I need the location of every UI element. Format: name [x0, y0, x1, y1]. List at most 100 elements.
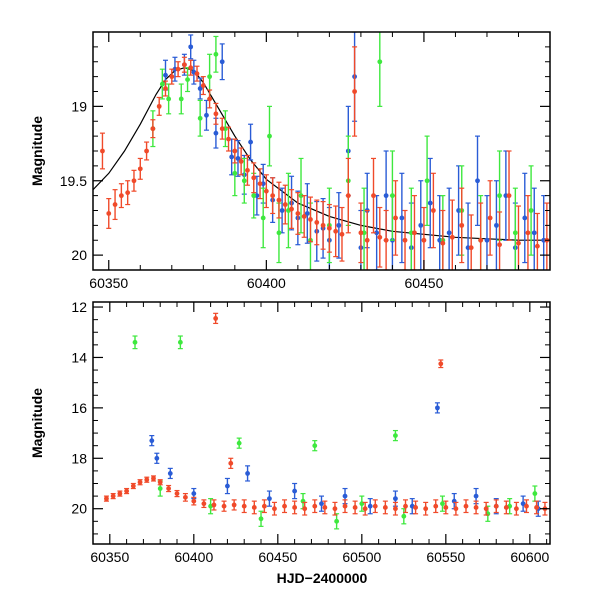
top-point: [345, 157, 351, 234]
top-y-tick-label: 19.5: [60, 173, 87, 189]
top-point: [118, 183, 124, 209]
bottom-point: [312, 440, 318, 452]
bottom-point: [292, 500, 298, 515]
top-point: [241, 157, 247, 204]
bottom-point: [334, 513, 340, 530]
top-point: [137, 157, 143, 180]
top-point: [229, 138, 235, 176]
bottom-y-axis-label: Magnitude: [29, 388, 45, 458]
top-point: [213, 102, 219, 125]
bottom-plot-area: [103, 312, 548, 530]
top-point: [339, 206, 345, 262]
top-x-tick-label: 60350: [89, 275, 128, 291]
top-point: [244, 154, 250, 186]
bottom-point: [302, 501, 308, 516]
top-point: [475, 135, 481, 226]
top-point: [279, 187, 285, 234]
bottom-point: [322, 500, 328, 515]
bottom-point: [438, 359, 444, 369]
bottom-point: [182, 492, 188, 502]
top-point: [226, 126, 232, 152]
top-point: [336, 192, 342, 259]
top-point: [219, 43, 225, 81]
top-point: [295, 192, 301, 235]
bottom-point: [513, 501, 519, 516]
top-point: [150, 119, 156, 139]
bottom-point: [132, 335, 138, 350]
bottom-x-tick-label: 60400: [174, 549, 213, 565]
top-panel-frame: [92, 31, 551, 271]
bottom-point: [130, 482, 136, 490]
top-point: [364, 209, 370, 270]
top-point: [418, 180, 424, 270]
top-point: [487, 180, 493, 256]
bottom-x-tick-label: 60600: [510, 549, 549, 565]
top-y-axis-label: Magnitude: [29, 116, 45, 186]
bottom-point: [167, 467, 173, 480]
top-point: [411, 195, 417, 270]
bottom-x-tick-label: 60500: [342, 549, 381, 565]
bottom-panel-frame: [92, 301, 551, 545]
top-point: [263, 174, 269, 209]
bottom-point: [251, 500, 257, 515]
top-point: [235, 139, 241, 177]
top-model-curve: [93, 67, 550, 241]
bottom-point: [236, 437, 242, 449]
top-point: [307, 196, 313, 243]
top-point: [197, 99, 203, 137]
top-point: [282, 184, 288, 225]
top-point: [449, 199, 455, 270]
bottom-point: [144, 476, 150, 483]
top-point: [169, 68, 175, 85]
bottom-point: [282, 499, 288, 514]
top-y-tick-label: 19: [71, 98, 87, 114]
top-point: [270, 177, 276, 215]
bottom-point: [292, 482, 298, 500]
bottom-point: [332, 501, 338, 516]
bottom-point: [443, 500, 449, 515]
bottom-point: [149, 435, 155, 447]
top-point: [497, 211, 503, 270]
top-point: [402, 209, 408, 270]
bottom-point: [241, 499, 247, 514]
top-point: [257, 168, 263, 200]
top-point: [371, 157, 377, 234]
top-point: [276, 181, 282, 219]
bottom-ticks: 60350 60400 60450 60500 60550 60600 12 14 16 18 20: [71, 299, 550, 565]
bottom-point: [201, 499, 207, 509]
top-point: [512, 187, 518, 270]
bottom-point: [367, 498, 373, 515]
bottom-panel: 60350 60400 60450 60500 60550 60600 12 14 16 18 20…: [29, 299, 551, 586]
bottom-point: [228, 457, 234, 469]
top-point: [125, 180, 131, 206]
bottom-point: [532, 485, 538, 502]
bottom-point: [483, 501, 489, 516]
top-point: [197, 77, 203, 100]
bottom-point: [174, 489, 180, 498]
top-point: [393, 180, 399, 256]
bottom-y-tick-label: 12: [71, 299, 87, 315]
bottom-point: [231, 499, 237, 511]
top-point: [383, 209, 389, 270]
top-y-tick-label: 20: [71, 247, 87, 263]
top-point: [440, 209, 446, 270]
bottom-point: [191, 496, 197, 506]
bottom-point: [520, 495, 526, 512]
bottom-x-axis-label: HJD−2400000: [277, 570, 368, 586]
top-point: [534, 212, 540, 270]
top-point: [478, 202, 484, 270]
top-point: [446, 187, 452, 270]
top-point: [219, 117, 225, 140]
top-point: [203, 99, 209, 131]
bottom-y-tick-label: 16: [71, 400, 87, 416]
top-point: [424, 135, 430, 226]
top-point: [188, 59, 194, 76]
top-plot-area: [93, 32, 550, 270]
top-point: [399, 172, 405, 264]
top-point: [522, 172, 528, 264]
bottom-point: [103, 495, 109, 502]
bottom-point: [463, 499, 469, 514]
bottom-point: [392, 501, 398, 516]
bottom-point: [110, 492, 116, 500]
